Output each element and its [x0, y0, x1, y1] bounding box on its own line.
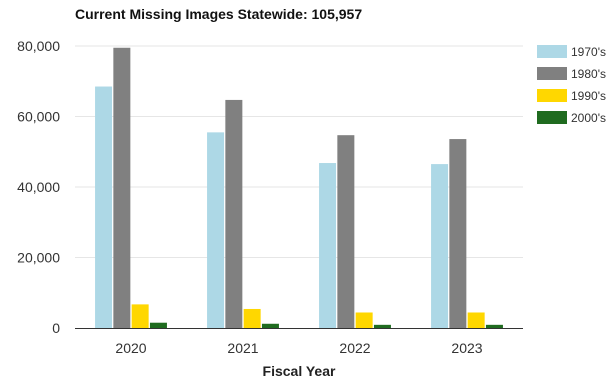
x-tick-label: 2021 — [227, 340, 258, 356]
x-axis-ticks: 2020 2021 2022 2023 — [115, 340, 482, 356]
legend-swatch — [537, 67, 567, 80]
y-tick-label: 40,000 — [17, 179, 60, 195]
y-tick-label: 20,000 — [17, 250, 60, 266]
x-axis-title: Fiscal Year — [263, 363, 336, 379]
bar — [449, 139, 467, 328]
bar — [431, 164, 449, 328]
bar — [261, 323, 279, 328]
bar — [131, 304, 149, 328]
legend: 1970's 1980's 1990's 2000's — [537, 45, 606, 125]
bar — [485, 324, 503, 328]
y-tick-label: 0 — [52, 320, 60, 336]
bar — [337, 135, 355, 328]
legend-swatch — [537, 111, 567, 124]
legend-label: 2000's — [571, 111, 606, 125]
bars — [95, 47, 503, 329]
legend-label: 1970's — [571, 45, 606, 59]
x-tick-label: 2020 — [115, 340, 146, 356]
gridlines — [75, 45, 523, 258]
legend-swatch — [537, 45, 567, 58]
legend-label: 1980's — [571, 67, 606, 81]
bar — [113, 47, 131, 328]
bar — [373, 324, 391, 328]
bar — [149, 322, 167, 328]
x-tick-label: 2022 — [339, 340, 370, 356]
x-tick-label: 2023 — [451, 340, 482, 356]
bar — [355, 312, 373, 328]
bar — [243, 308, 261, 328]
y-axis-ticks: 0 20,000 40,000 60,000 80,000 — [17, 38, 60, 336]
bar — [225, 99, 243, 329]
bar — [467, 312, 485, 328]
y-tick-label: 60,000 — [17, 109, 60, 125]
chart-title: Current Missing Images Statewide: 105,95… — [75, 6, 363, 22]
y-tick-label: 80,000 — [17, 38, 60, 54]
legend-swatch — [537, 89, 567, 102]
bar — [207, 132, 225, 328]
bar — [95, 86, 113, 328]
bar — [319, 163, 337, 328]
legend-label: 1990's — [571, 89, 606, 103]
